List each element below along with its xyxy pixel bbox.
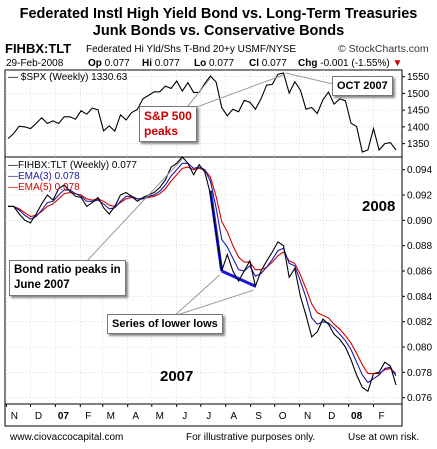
x-tick-label: M bbox=[156, 411, 164, 422]
chart-subtitle: Junk Bonds vs. Conservative Bonds bbox=[92, 23, 345, 39]
ratio-legend: —FIHBX:TLT (Weekly) 0.077 bbox=[8, 160, 137, 171]
lower-lows-leader-1 bbox=[173, 274, 221, 317]
footer-website: www.ciovaccocapital.com bbox=[10, 432, 124, 443]
bond-peaks-callout: Bond ratio peaks in June 2007 bbox=[9, 260, 126, 296]
ticker-description: Federated Hi Yld/Shs T-Bnd 20+y USMF/NYS… bbox=[86, 44, 297, 55]
ratio-y-tick-label: 0.094 bbox=[407, 165, 432, 176]
ratio-y-tick-label: 0.080 bbox=[407, 343, 432, 354]
legend-swatch-ema3: — bbox=[8, 171, 18, 182]
x-tick-label: F bbox=[378, 411, 384, 422]
trend-line-lows bbox=[221, 269, 257, 288]
spx-y-tick-label: 1400 bbox=[407, 122, 430, 133]
legend-swatch-ema5: — bbox=[8, 182, 18, 193]
ratio-y-tick-label: 0.082 bbox=[407, 317, 432, 328]
x-tick-label: 08 bbox=[351, 411, 363, 422]
footer-disclaimer: For illustrative purposes only. bbox=[186, 432, 316, 443]
ratio-y-tick-label: 0.078 bbox=[407, 368, 432, 379]
year-2007-label: 2007 bbox=[160, 368, 194, 385]
x-tick-label: S bbox=[255, 411, 262, 422]
x-tick-label: J bbox=[182, 411, 187, 422]
spx-legend: — $SPX (Weekly) 1330.63 bbox=[8, 72, 128, 83]
x-tick-label: N bbox=[11, 411, 18, 422]
low-value: Lo 0.077 bbox=[194, 58, 235, 69]
bond-peak-leader bbox=[85, 158, 183, 263]
ratio-y-tick-label: 0.090 bbox=[407, 216, 432, 227]
ratio-price-line bbox=[8, 156, 397, 393]
spx-y-tick-label: 1500 bbox=[407, 89, 430, 100]
change-value: Chg -0.001 (-1.55%) ▼ bbox=[298, 58, 403, 69]
x-tick-label: M bbox=[107, 411, 115, 422]
legend-swatch-ratio: — bbox=[8, 160, 18, 171]
legend-swatch-spx: — bbox=[8, 72, 18, 83]
footer-risk: Use at own risk. bbox=[348, 432, 420, 443]
spx-y-tick-label: 1550 bbox=[407, 72, 430, 83]
x-tick-label: 07 bbox=[58, 411, 70, 422]
x-tick-label: A bbox=[132, 411, 139, 422]
ratio-y-tick-label: 0.088 bbox=[407, 241, 432, 252]
chart-title: Federated Instl High Yield Bond vs. Long… bbox=[19, 6, 418, 22]
ema5-legend: —EMA(5) 0.078 bbox=[8, 182, 80, 193]
x-tick-label: F bbox=[85, 411, 91, 422]
ratio-y-tick-label: 0.086 bbox=[407, 267, 432, 278]
quote-date: 29-Feb-2008 bbox=[6, 58, 64, 69]
oct-2007-leader bbox=[285, 72, 334, 85]
open-value: Op 0.077 bbox=[88, 58, 130, 69]
brand-label: © StockCharts.com bbox=[338, 43, 429, 55]
sp500-peaks-callout: S&P 500 peaks bbox=[139, 106, 197, 142]
ticker-symbol: FIHBX:TLT bbox=[5, 41, 72, 56]
x-tick-label: D bbox=[35, 411, 42, 422]
x-tick-label: N bbox=[304, 411, 311, 422]
lower-lows-leader-2 bbox=[173, 289, 254, 317]
down-arrow-icon: ▼ bbox=[392, 58, 403, 69]
sp500-peak-leader-2 bbox=[182, 74, 284, 113]
close-value: Cl 0.077 bbox=[249, 58, 287, 69]
x-tick-label: D bbox=[328, 411, 335, 422]
spx-y-tick-label: 1350 bbox=[407, 139, 430, 150]
spx-y-tick-label: 1450 bbox=[407, 106, 430, 117]
oct-2007-callout: OCT 2007 bbox=[332, 76, 393, 96]
x-axis-frame bbox=[4, 403, 403, 427]
x-tick-label: J bbox=[206, 411, 211, 422]
x-tick-label: O bbox=[279, 411, 287, 422]
x-tick-label: A bbox=[230, 411, 237, 422]
year-2008-label: 2008 bbox=[362, 198, 396, 215]
ratio-y-tick-label: 0.076 bbox=[407, 393, 432, 404]
ema3-legend: —EMA(3) 0.078 bbox=[8, 171, 80, 182]
lower-lows-callout: Series of lower lows bbox=[107, 314, 223, 334]
ratio-y-tick-label: 0.084 bbox=[407, 292, 432, 303]
high-value: Hi 0.077 bbox=[142, 58, 180, 69]
ratio-y-tick-label: 0.092 bbox=[407, 191, 432, 202]
